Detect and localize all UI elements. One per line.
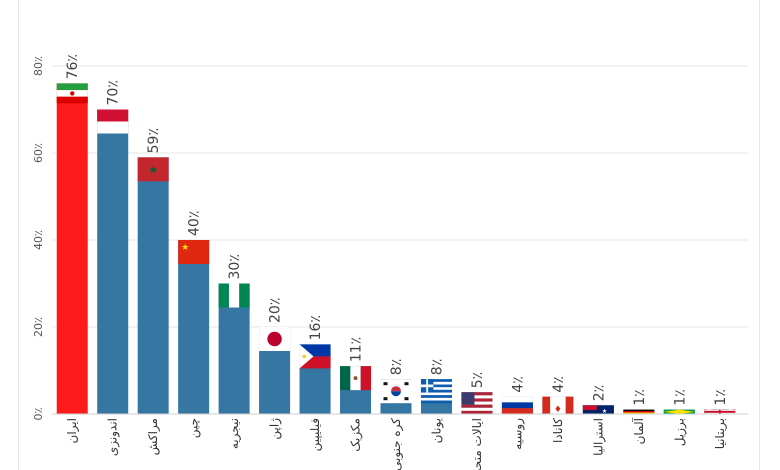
category-label: مکزیک	[349, 418, 364, 452]
category-label: روسیه	[510, 418, 525, 450]
value-label: 4٪	[510, 376, 526, 392]
category-label: برزیل	[672, 418, 687, 446]
nigeria-flag	[218, 283, 250, 308]
china-flag: ★	[178, 240, 210, 264]
value-label: 1٪	[713, 389, 729, 405]
value-label: 59٪	[146, 128, 162, 153]
value-label: 8٪	[389, 359, 405, 375]
svg-text:★: ★	[181, 243, 189, 253]
value-label: 70٪	[106, 80, 122, 105]
category-label: چین	[187, 418, 202, 438]
value-label: 20٪	[268, 298, 284, 323]
category-label: ایران	[65, 418, 80, 443]
bar	[56, 83, 88, 415]
philippines-flag	[299, 344, 331, 369]
category-label: ژاپن	[268, 418, 283, 440]
value-label: 76٪	[65, 54, 81, 79]
morocco-flag: ★	[137, 157, 169, 182]
value-label: 4٪	[551, 376, 567, 392]
svg-text:★: ★	[602, 408, 607, 415]
value-label: 1٪	[672, 389, 688, 405]
bar	[137, 157, 169, 414]
svg-text:★: ★	[148, 163, 158, 176]
indonesia-flag	[97, 109, 129, 134]
category-label: فیلیپین	[308, 418, 323, 451]
value-label: 11٪	[349, 337, 365, 362]
value-label: 5٪	[470, 372, 486, 388]
category-label: بریتانیا	[713, 418, 728, 449]
value-label: 16٪	[308, 315, 324, 340]
australia-flag: ★	[582, 405, 614, 415]
value-label: 8٪	[429, 359, 445, 375]
y-tick-label: 80٪	[32, 56, 45, 76]
south-korea-flag	[380, 379, 412, 404]
category-label: مراکش	[146, 418, 161, 455]
mexico-flag	[340, 366, 372, 391]
category-label: استرالیا	[591, 418, 606, 456]
russia-flag	[501, 396, 533, 414]
category-label: اندونزی	[106, 418, 121, 456]
svg-text:♦: ♦	[554, 405, 562, 415]
iran-flag	[56, 83, 88, 104]
category-label: یونان	[429, 418, 444, 443]
y-tick-label: 20٪	[32, 317, 45, 337]
y-tick-label: 40٪	[32, 230, 45, 250]
y-tick-label: 60٪	[32, 143, 45, 163]
category-label: کره جنوبی	[389, 418, 404, 470]
usa-flag	[461, 392, 493, 414]
value-label: 30٪	[227, 254, 243, 279]
category-label: ایالات متحده	[470, 418, 484, 470]
category-label: کانادا	[551, 418, 565, 443]
greece-flag	[420, 379, 452, 404]
canada-flag: ♦	[542, 396, 574, 415]
brazil-flag	[663, 409, 695, 414]
category-label: آلمان	[631, 417, 646, 444]
value-label: 2٪	[591, 385, 607, 401]
japan-flag	[259, 327, 291, 351]
value-label: 1٪	[632, 389, 648, 405]
category-label: نیجریه	[227, 418, 242, 449]
y-tick-label: 0٪	[32, 407, 45, 420]
uk-flag	[704, 408, 736, 415]
bar	[97, 109, 129, 414]
germany-flag	[623, 409, 655, 414]
value-label: 40٪	[187, 211, 203, 236]
bar	[178, 240, 210, 414]
